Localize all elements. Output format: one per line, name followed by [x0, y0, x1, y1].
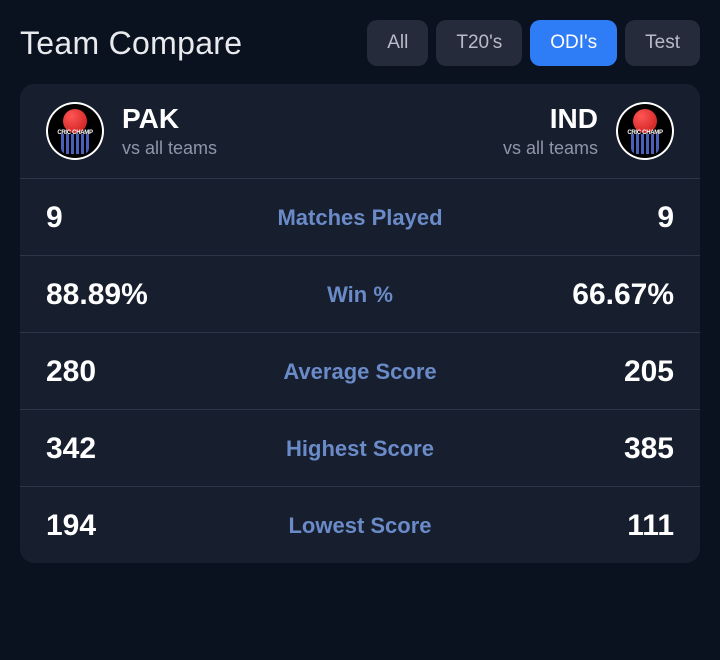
- team-b-name: IND: [503, 103, 598, 135]
- stat-b-matches: 9: [443, 201, 674, 235]
- stat-a-avg: 280: [46, 355, 283, 389]
- format-tabs: All T20's ODI's Test: [367, 20, 700, 66]
- stat-b-avg: 205: [437, 355, 674, 389]
- stat-a-high: 342: [46, 432, 286, 466]
- stat-row-avg: 280 Average Score 205: [20, 333, 700, 410]
- page-title: Team Compare: [20, 25, 242, 62]
- team-a-name: PAK: [122, 103, 217, 135]
- stat-row-low: 194 Lowest Score 111: [20, 487, 700, 563]
- stat-label-high: Highest Score: [286, 436, 434, 462]
- teams-row: CRIC CHAMP PAK vs all teams IND vs all t…: [20, 84, 700, 179]
- stat-label-low: Lowest Score: [288, 513, 431, 539]
- compare-card: CRIC CHAMP PAK vs all teams IND vs all t…: [20, 84, 700, 563]
- stat-a-low: 194: [46, 509, 288, 543]
- tab-all[interactable]: All: [367, 20, 428, 66]
- stat-row-high: 342 Highest Score 385: [20, 410, 700, 487]
- tab-t20[interactable]: T20's: [436, 20, 522, 66]
- tab-test[interactable]: Test: [625, 20, 700, 66]
- team-a-logo: CRIC CHAMP: [46, 102, 104, 160]
- stat-b-win: 66.67%: [393, 278, 674, 312]
- stat-b-high: 385: [434, 432, 674, 466]
- team-b-info: IND vs all teams: [503, 103, 598, 159]
- stat-a-matches: 9: [46, 201, 277, 235]
- stat-label-avg: Average Score: [283, 359, 436, 385]
- team-a-info: PAK vs all teams: [122, 103, 217, 159]
- tab-odi[interactable]: ODI's: [530, 20, 617, 66]
- team-b-logo: CRIC CHAMP: [616, 102, 674, 160]
- stat-row-win: 88.89% Win % 66.67%: [20, 256, 700, 333]
- team-a: CRIC CHAMP PAK vs all teams: [46, 102, 217, 160]
- stat-row-matches: 9 Matches Played 9: [20, 179, 700, 256]
- stat-a-win: 88.89%: [46, 278, 327, 312]
- team-b: IND vs all teams CRIC CHAMP: [503, 102, 674, 160]
- stat-label-win: Win %: [327, 282, 393, 308]
- stat-label-matches: Matches Played: [277, 205, 442, 231]
- team-a-sub: vs all teams: [122, 138, 217, 159]
- team-b-sub: vs all teams: [503, 138, 598, 159]
- header-row: Team Compare All T20's ODI's Test: [20, 20, 700, 66]
- stat-b-low: 111: [432, 509, 674, 543]
